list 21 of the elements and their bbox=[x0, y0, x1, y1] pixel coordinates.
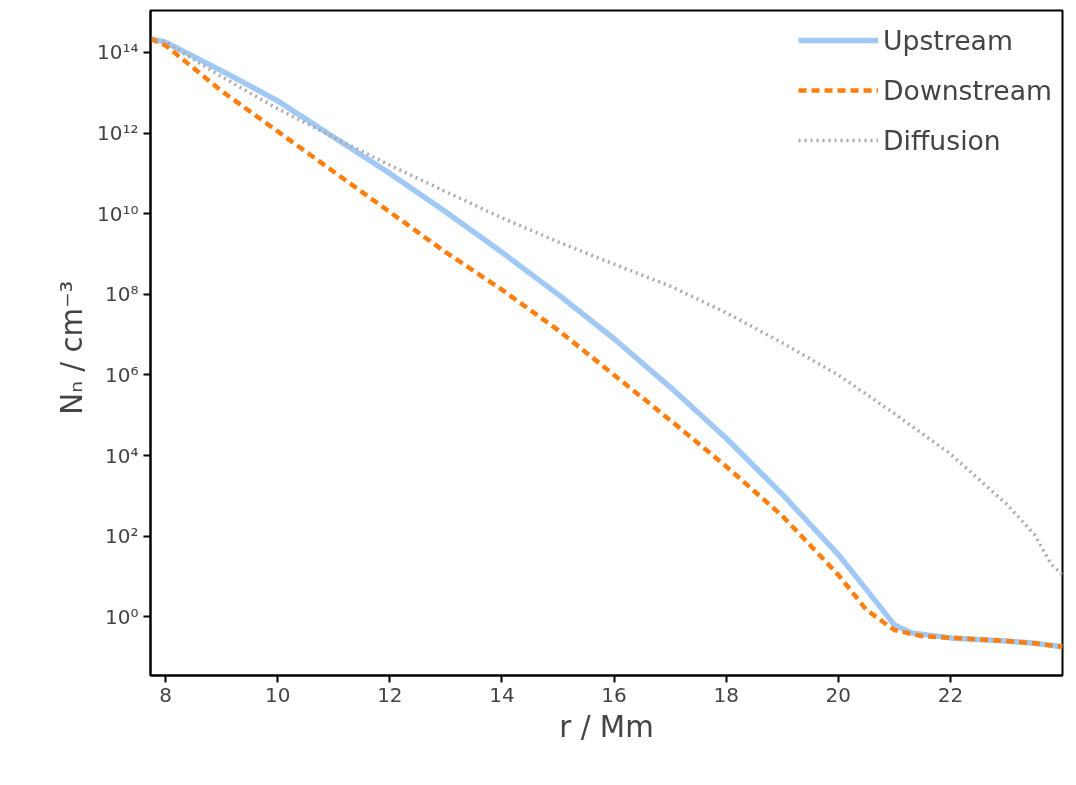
y-tick-label: 10² bbox=[105, 524, 139, 549]
y-tick-label: 10⁸ bbox=[105, 282, 139, 307]
y-tick-label: 10¹⁰ bbox=[97, 201, 139, 226]
y-tick-label: 10⁴ bbox=[105, 443, 139, 468]
y-axis-title: Nₙ / cm⁻³ bbox=[55, 280, 90, 415]
x-tick-label: 14 bbox=[489, 682, 515, 707]
y-tick-label: 10⁶ bbox=[105, 362, 139, 387]
y-tick-label: 10¹² bbox=[97, 121, 139, 146]
legend-label: Upstream bbox=[883, 23, 1013, 58]
legend-label: Diffusion bbox=[883, 123, 1001, 158]
x-tick-label: 20 bbox=[825, 682, 852, 707]
x-tick-label: 12 bbox=[377, 682, 403, 707]
x-tick-label: 16 bbox=[601, 682, 627, 707]
x-tick-label: 22 bbox=[937, 682, 964, 707]
y-tick-label: 10¹⁴ bbox=[97, 40, 139, 65]
x-tick-label: 8 bbox=[159, 682, 173, 707]
x-tick-label: 10 bbox=[265, 682, 291, 707]
x-axis-title: r / Mm bbox=[559, 709, 654, 744]
x-tick-label: 18 bbox=[713, 682, 739, 707]
y-tick-label: 10⁰ bbox=[105, 604, 139, 629]
legend-label: Downstream bbox=[883, 73, 1052, 108]
